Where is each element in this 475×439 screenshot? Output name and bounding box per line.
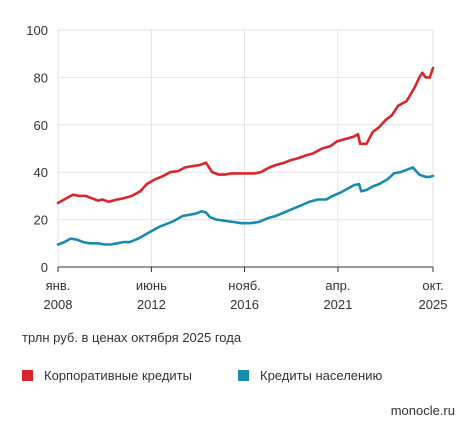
legend-item-household: Кредиты населению — [238, 368, 382, 383]
y-tick-label: 60 — [34, 118, 48, 133]
series-lines — [56, 66, 435, 246]
x-tick-label-year: 2008 — [44, 297, 73, 312]
y-axis-tick-labels: 0 20 40 60 80 100 — [26, 23, 48, 275]
unit-note: трлн руб. в ценах октября 2025 года — [22, 330, 242, 345]
y-tick-label: 100 — [26, 23, 48, 38]
x-tick-label-year: 2012 — [137, 297, 166, 312]
legend-label-corporate: Корпоративные кредиты — [44, 368, 192, 383]
y-tick-label: 40 — [34, 165, 48, 180]
grid — [57, 29, 434, 267]
x-tick-label-month: янв. — [46, 278, 71, 293]
y-tick-label: 20 — [34, 213, 48, 228]
source-label: monocle.ru — [390, 403, 455, 418]
legend-swatch-corporate — [22, 370, 33, 381]
chart: 0 20 40 60 80 100 янв. 2008 июнь 2012 нояб. 2016 ап… — [26, 23, 448, 312]
series-line-household — [56, 166, 435, 246]
x-tick-label-month: июнь — [136, 278, 167, 293]
x-tick-label-year: 2025 — [419, 297, 448, 312]
y-tick-label: 80 — [34, 70, 48, 85]
x-tick-label-month: нояб. — [228, 278, 261, 293]
legend-label-household: Кредиты населению — [260, 368, 383, 383]
x-axis: янв. 2008 июнь 2012 нояб. 2016 апр. 2021 окт. 202… — [44, 266, 448, 312]
x-tick-label-year: 2016 — [230, 297, 259, 312]
x-tick-label-month: апр. — [325, 278, 350, 293]
legend-swatch-household — [238, 370, 249, 381]
x-tick-label-month: окт. — [422, 278, 443, 293]
x-tick-label-year: 2021 — [323, 297, 352, 312]
series-line-corporate — [56, 66, 435, 205]
legend-item-corporate: Корпоративные кредиты — [22, 368, 192, 383]
y-tick-label: 0 — [41, 260, 48, 275]
